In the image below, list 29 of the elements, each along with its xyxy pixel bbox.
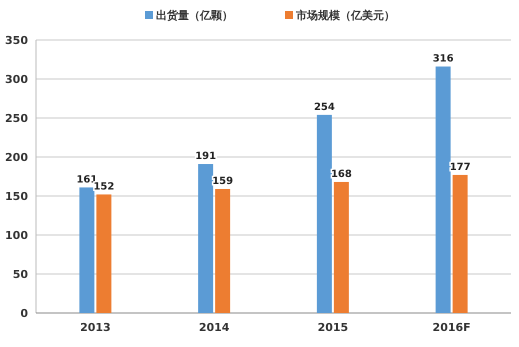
y-tick-label: 50: [12, 268, 28, 281]
data-label: 316: [432, 54, 454, 65]
legend-label: 出货量（亿颗）: [156, 9, 233, 22]
y-tick-label: 200: [5, 151, 28, 164]
data-label: 177: [450, 162, 471, 173]
bar: [436, 66, 451, 313]
bar: [96, 194, 112, 313]
x-tick-label: 2015: [318, 321, 348, 334]
legend-label: 市场规模（亿美元）: [295, 9, 395, 22]
bar: [334, 182, 349, 313]
y-tick-label: 300: [5, 73, 28, 86]
x-tick-label: 2014: [198, 321, 230, 334]
bar: [215, 188, 230, 313]
data-label: 168: [330, 168, 352, 180]
data-label: 254: [314, 102, 335, 113]
data-label: 152: [93, 181, 114, 192]
y-tick-label: 250: [5, 112, 28, 125]
bar: [316, 114, 332, 313]
y-tick-label: 0: [20, 307, 28, 320]
data-label: 159: [212, 176, 234, 187]
bar: [79, 187, 94, 313]
x-tick-label: 2013: [80, 321, 111, 334]
data-label: 191: [195, 151, 216, 162]
y-tick-label: 100: [5, 229, 28, 242]
x-tick-label: 2016F: [432, 321, 471, 334]
bar: [452, 174, 468, 313]
y-tick-label: 350: [5, 34, 28, 47]
y-tick-label: 150: [5, 190, 28, 203]
bar: [198, 164, 214, 313]
